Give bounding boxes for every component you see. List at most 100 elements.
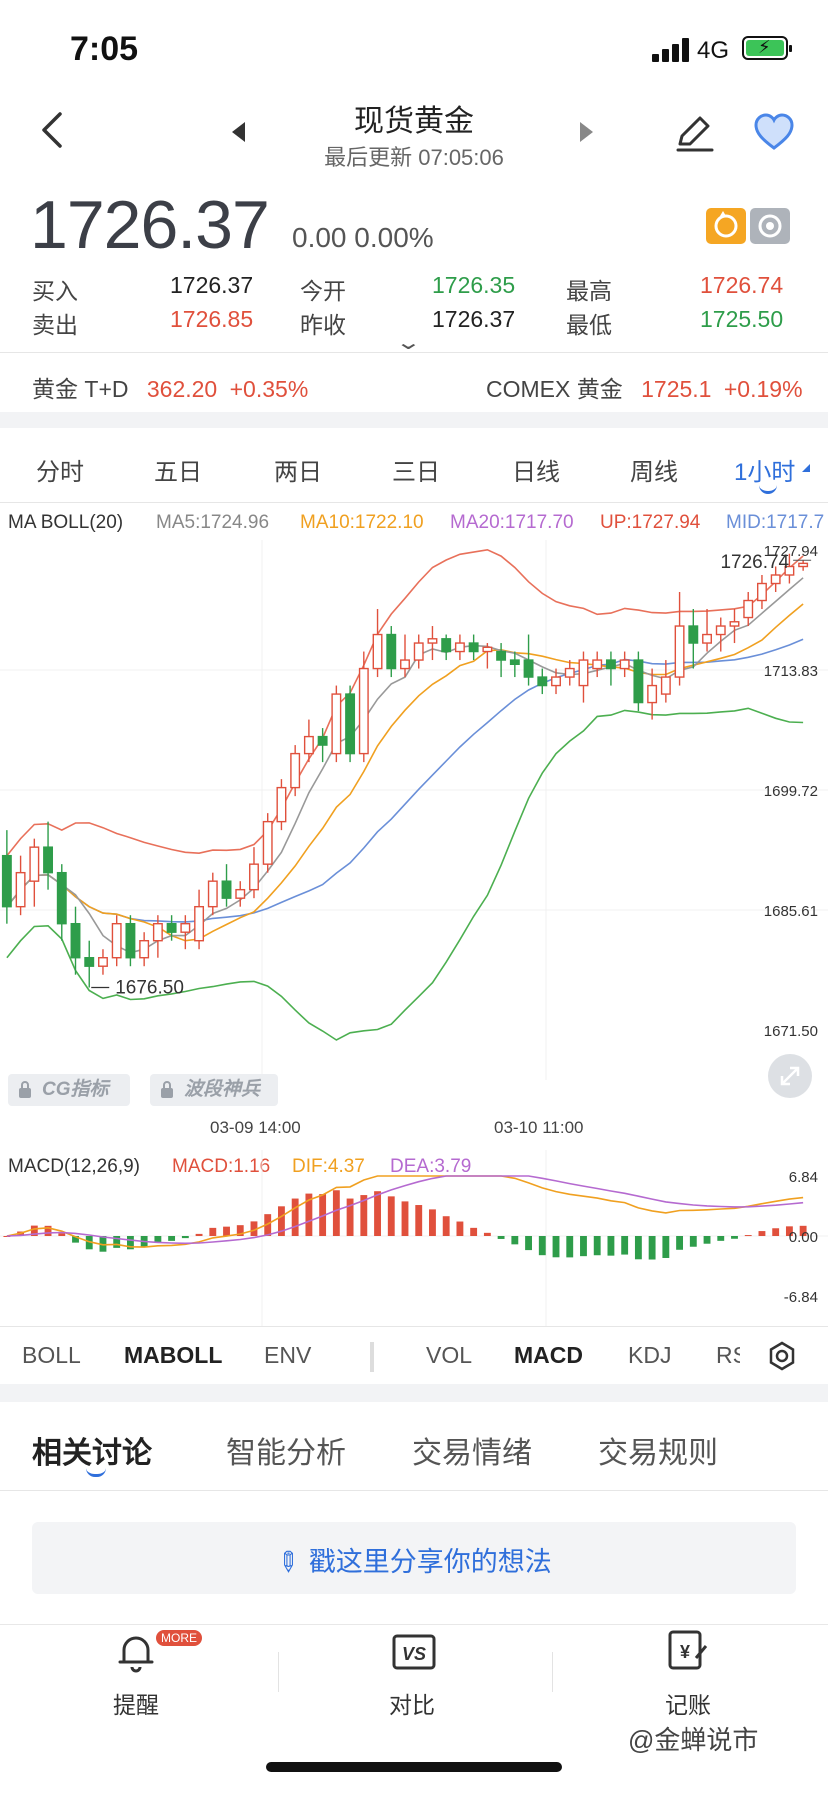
share-input-placeholder: ✎戳这里分享你的想法 (269, 1543, 552, 1581)
ledger-icon[interactable]: ¥ (666, 1628, 710, 1674)
candle-body (400, 659, 410, 670)
macd-chart[interactable]: 6.84 0.00 -6.84 (0, 1150, 828, 1326)
watermark: @金蝉说市 (628, 1725, 759, 1755)
divider (0, 352, 828, 353)
section-gap (0, 412, 828, 428)
macd-axis-label: 0.00 (789, 1229, 818, 1246)
macd-histogram-bar (772, 1228, 780, 1236)
indicator-separator (370, 1342, 374, 1372)
period-tab[interactable]: 1小时 (734, 459, 796, 486)
sub-indicator-tab[interactable]: VOL (426, 1342, 473, 1368)
macd-value: MACD:1.16 (172, 1156, 271, 1177)
related-right-label: COMEX 黄金 (486, 376, 623, 402)
boll-mid-line (6, 638, 804, 923)
related-left-change: +0.35% (229, 376, 309, 402)
svg-text:VS: VS (402, 1644, 426, 1664)
macd-histogram-bar (85, 1236, 93, 1250)
period-tab[interactable]: 分时 (36, 459, 84, 486)
macd-histogram-bar (785, 1226, 793, 1236)
home-indicator[interactable] (266, 1762, 562, 1772)
candle-body (207, 880, 218, 908)
refresh-badge-icon[interactable] (706, 208, 746, 244)
candle-body (413, 642, 424, 661)
related-right[interactable]: COMEX 黄金 1725.1 +0.19% (486, 370, 803, 404)
candle-body (551, 676, 561, 687)
candle-body (1, 854, 12, 908)
candle-body (619, 659, 630, 670)
bell-icon[interactable] (116, 1630, 156, 1674)
macd-histogram-bar (593, 1236, 601, 1256)
macd-histogram-bar (58, 1233, 66, 1236)
macd-histogram-bar (99, 1236, 107, 1252)
section-tab[interactable]: 交易情绪 (412, 1437, 532, 1470)
macd-axis-label: -6.84 (784, 1289, 818, 1306)
period-tab[interactable]: 三日 (392, 459, 440, 486)
candle-body (386, 633, 397, 670)
indicator-settings-icon[interactable] (766, 1340, 798, 1372)
favorite-heart-icon[interactable] (752, 112, 796, 152)
macd-histogram-bar (374, 1191, 381, 1236)
main-indicator-tab[interactable]: MABOLL (124, 1342, 223, 1368)
expand-quote-icon[interactable]: ⌄ (394, 332, 422, 354)
macd-histogram-bar (552, 1236, 560, 1258)
quote-value: 1726.74 (700, 272, 784, 298)
share-input[interactable] (32, 1522, 796, 1594)
candle-body (345, 693, 356, 755)
bottom-nav-label[interactable]: 提醒 (113, 1692, 159, 1718)
macd-histogram-bar (511, 1236, 519, 1245)
period-tab[interactable]: 周线 (630, 459, 678, 486)
compare-icon[interactable]: VS (392, 1632, 436, 1672)
main-indicator-tab[interactable]: ENV (264, 1342, 312, 1368)
quote-label: 今开 (300, 278, 346, 304)
candle-body (249, 863, 259, 891)
macd-histogram-bar (332, 1190, 340, 1236)
dea-line (6, 1175, 804, 1245)
nav-divider (552, 1652, 553, 1692)
macd-histogram-bar (580, 1236, 587, 1257)
candle-body (276, 786, 287, 823)
candle-body (331, 693, 342, 755)
macd-legend-name[interactable]: MACD(12,26,9) (8, 1156, 140, 1177)
bottom-nav-label[interactable]: 记账 (665, 1692, 711, 1718)
kline-chart[interactable]: 1727.94 1713.83 1699.72 1685.61 1671.50 1726.… (0, 540, 828, 1080)
macd-histogram-bar (415, 1205, 423, 1236)
macd-histogram-bar (744, 1235, 752, 1237)
price-axis-label: 1685.61 (764, 903, 818, 920)
sub-indicator-tab[interactable]: KDJ (628, 1342, 672, 1368)
main-indicator-tab[interactable]: BOLL (22, 1342, 81, 1368)
bottom-nav-label[interactable]: 对比 (389, 1692, 435, 1718)
battery-icon: ⚡ (742, 36, 792, 60)
candle-body (715, 625, 726, 636)
settings-badge-icon[interactable] (750, 208, 790, 244)
period-tab[interactable]: 日线 (512, 459, 560, 486)
macd-histogram-bar (278, 1206, 285, 1236)
time-axis-label: 03-09 14:00 (210, 1118, 301, 1137)
macd-histogram-bar (346, 1198, 354, 1236)
dea-value: DEA:3.79 (390, 1156, 472, 1177)
price-change: 0.00 0.00% (292, 222, 434, 253)
fullscreen-icon[interactable] (768, 1054, 812, 1098)
ma-legend-name[interactable]: MA BOLL(20) (8, 512, 124, 533)
related-left[interactable]: 黄金 T+D 362.20 +0.35% (32, 370, 308, 404)
period-tab[interactable]: 两日 (274, 459, 322, 486)
back-icon[interactable] (38, 110, 68, 150)
section-tab[interactable]: 相关讨论 (32, 1437, 152, 1470)
next-instrument-icon[interactable] (580, 122, 593, 142)
tab-dropdown-icon[interactable] (802, 464, 810, 472)
edit-icon[interactable] (672, 110, 716, 154)
pencil-icon: ✎ (269, 1543, 307, 1581)
cg-indicator-pill[interactable]: CG指标 (8, 1074, 130, 1106)
candle-body (702, 633, 712, 644)
section-tab[interactable]: 交易规则 (598, 1437, 718, 1470)
section-tab[interactable]: 智能分析 (226, 1437, 346, 1470)
candle-body (688, 625, 699, 644)
macd-histogram-bar (319, 1194, 327, 1236)
period-tab[interactable]: 五日 (154, 459, 202, 486)
sub-indicator-tab[interactable]: MACD (514, 1342, 583, 1368)
candle-body (756, 582, 767, 602)
quote-value: 1726.85 (170, 306, 254, 332)
wave-indicator-pill[interactable]: 波段神兵 (150, 1074, 278, 1106)
sub-indicator-tab[interactable]: RS (716, 1342, 740, 1368)
prev-instrument-icon[interactable] (232, 122, 245, 142)
candle-body (605, 659, 616, 670)
